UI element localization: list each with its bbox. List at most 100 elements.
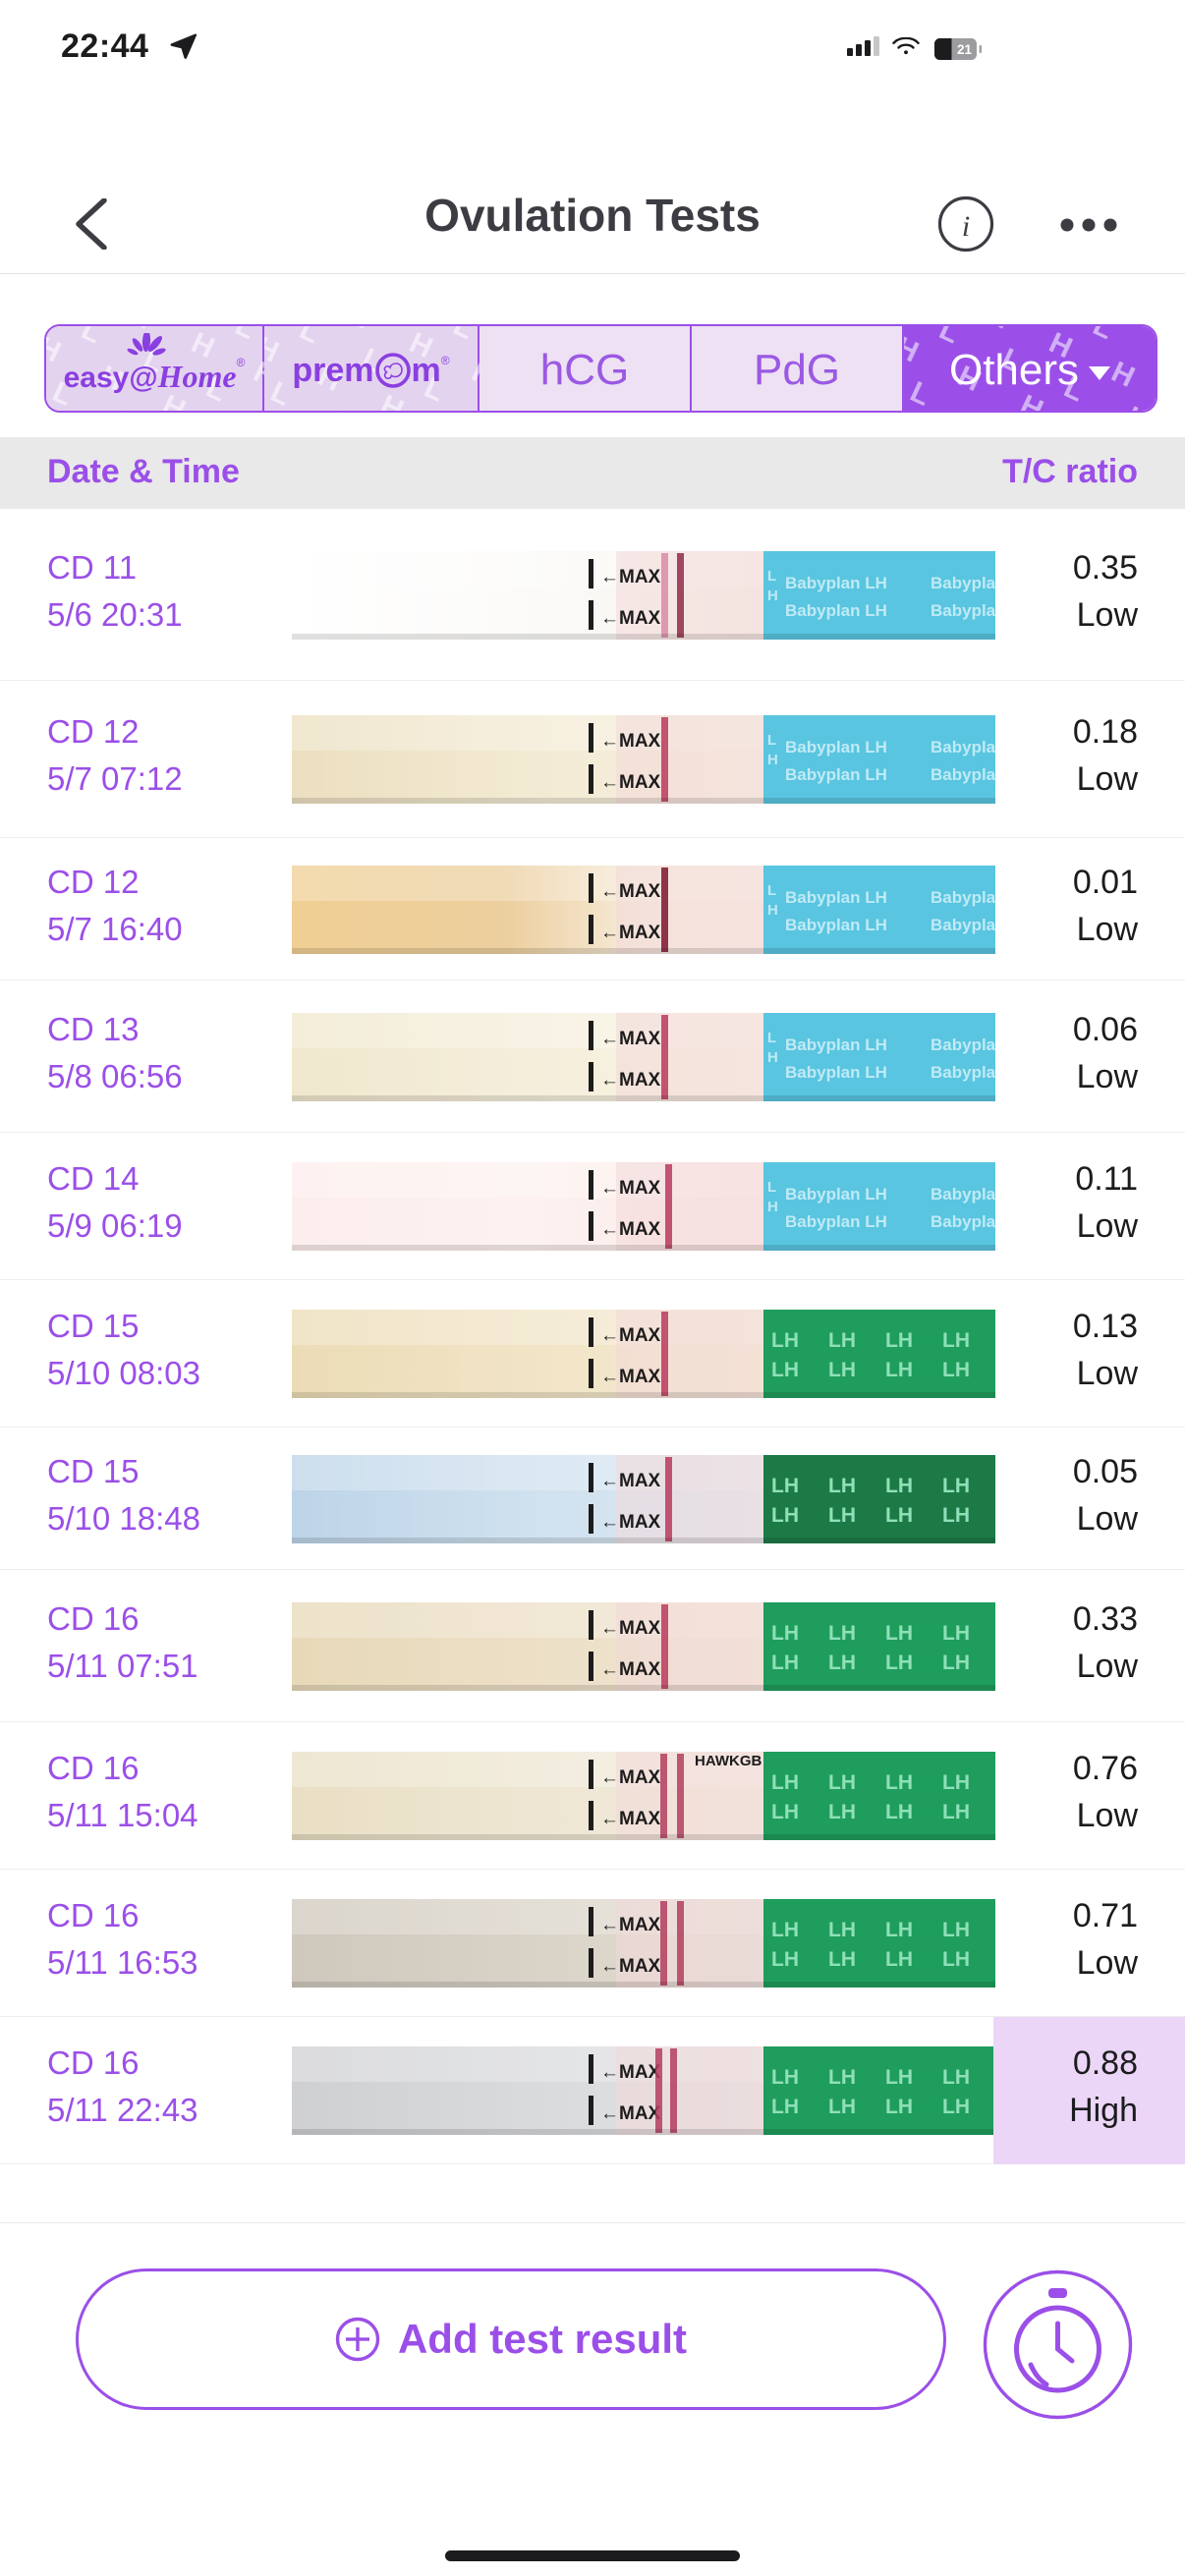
svg-text:←MAX: ←MAX [600, 881, 661, 902]
svg-text:LH: LH [771, 1919, 799, 1941]
svg-text:←MAX: ←MAX [600, 1809, 661, 1829]
svg-text:HAWKGB: HAWKGB [695, 1753, 762, 1769]
svg-text:LH: LH [828, 1919, 856, 1941]
svg-text:LH: LH [828, 1504, 856, 1527]
svg-text:Babyplan LH: Babyplan LH [931, 601, 995, 620]
svg-text:LH: LH [771, 2096, 799, 2118]
svg-text:Babyplan LH: Babyplan LH [785, 738, 887, 756]
svg-text:LH: LH [771, 1652, 799, 1674]
svg-text:←MAX: ←MAX [600, 1325, 661, 1346]
svg-text:←MAX: ←MAX [600, 1512, 661, 1533]
svg-text:LH: LH [942, 1504, 970, 1527]
svg-text:LH: LH [828, 1475, 856, 1497]
svg-text:LH: LH [771, 1329, 799, 1352]
svg-text:←MAX: ←MAX [600, 2062, 661, 2083]
svg-text:←MAX: ←MAX [600, 772, 661, 793]
svg-text:←MAX: ←MAX [600, 923, 661, 943]
svg-text:LH: LH [942, 1359, 970, 1381]
svg-text:←MAX: ←MAX [600, 1070, 661, 1091]
svg-text:Babyplan LH: Babyplan LH [931, 1036, 995, 1054]
svg-text:L: L [767, 568, 776, 585]
svg-text:LH: LH [828, 1359, 856, 1381]
svg-text:LH: LH [942, 1948, 970, 1971]
svg-text:i: i [962, 210, 970, 243]
svg-text:Babyplan LH: Babyplan LH [785, 1036, 887, 1054]
svg-text:Babyplan LH: Babyplan LH [785, 916, 887, 934]
svg-text:Babyplan LH: Babyplan LH [931, 765, 995, 784]
svg-text:21: 21 [957, 42, 973, 57]
svg-text:Babyplan LH: Babyplan LH [931, 916, 995, 934]
svg-text:H: H [767, 588, 778, 604]
svg-text:Babyplan LH: Babyplan LH [785, 1063, 887, 1082]
svg-text:←MAX: ←MAX [600, 1178, 661, 1199]
svg-text:LH: LH [942, 1652, 970, 1674]
svg-text:Babyplan LH: Babyplan LH [785, 888, 887, 907]
svg-text:←MAX: ←MAX [600, 1618, 661, 1639]
svg-text:LH: LH [942, 1622, 970, 1645]
svg-text:←MAX: ←MAX [600, 1915, 661, 1935]
svg-text:LH: LH [942, 1771, 970, 1794]
svg-text:Babyplan LH: Babyplan LH [931, 574, 995, 592]
svg-text:LH: LH [771, 1622, 799, 1645]
svg-text:LH: LH [828, 1948, 856, 1971]
svg-text:H: H [767, 1049, 778, 1066]
svg-text:LH: LH [942, 2066, 970, 2089]
svg-text:LH: LH [771, 2066, 799, 2089]
svg-text:LH: LH [771, 1504, 799, 1527]
svg-text:←MAX: ←MAX [600, 608, 661, 629]
svg-text:LH: LH [828, 2096, 856, 2118]
svg-text:Babyplan LH: Babyplan LH [785, 601, 887, 620]
svg-text:Babyplan LH: Babyplan LH [931, 1063, 995, 1082]
svg-text:LH: LH [828, 1771, 856, 1794]
svg-text:LH: LH [942, 1475, 970, 1497]
svg-text:Babyplan LH: Babyplan LH [931, 1212, 995, 1231]
svg-text:LH: LH [942, 2096, 970, 2118]
svg-text:LH: LH [771, 1948, 799, 1971]
svg-text:LH: LH [828, 2066, 856, 2089]
svg-text:L: L [767, 882, 776, 899]
svg-text:LH: LH [885, 1329, 913, 1352]
svg-text:←MAX: ←MAX [600, 1367, 661, 1387]
svg-text:LH: LH [942, 1801, 970, 1823]
svg-text:Babyplan LH: Babyplan LH [785, 1185, 887, 1204]
svg-text:←MAX: ←MAX [600, 1219, 661, 1240]
svg-text:Babyplan LH: Babyplan LH [931, 738, 995, 756]
svg-text:LH: LH [942, 1919, 970, 1941]
svg-text:LH: LH [885, 1652, 913, 1674]
svg-text:←MAX: ←MAX [600, 1956, 661, 1977]
svg-text:LH: LH [885, 2096, 913, 2118]
svg-text:LH: LH [885, 1359, 913, 1381]
svg-text:←MAX: ←MAX [600, 731, 661, 752]
svg-text:LH: LH [885, 2066, 913, 2089]
svg-text:←MAX: ←MAX [600, 1659, 661, 1680]
svg-text:LH: LH [828, 1329, 856, 1352]
svg-text:H: H [767, 1199, 778, 1215]
svg-text:←MAX: ←MAX [600, 2103, 661, 2124]
svg-text:LH: LH [828, 1801, 856, 1823]
svg-text:LH: LH [771, 1771, 799, 1794]
svg-text:←MAX: ←MAX [600, 567, 661, 588]
svg-text:LH: LH [942, 1329, 970, 1352]
svg-text:←MAX: ←MAX [600, 1767, 661, 1788]
svg-text:LH: LH [885, 1504, 913, 1527]
svg-text:LH: LH [771, 1801, 799, 1823]
svg-text:LH: LH [885, 1771, 913, 1794]
svg-text:LH: LH [828, 1622, 856, 1645]
svg-text:H: H [767, 752, 778, 768]
svg-text:LH: LH [828, 1652, 856, 1674]
svg-text:Babyplan LH: Babyplan LH [931, 888, 995, 907]
svg-text:L: L [767, 732, 776, 749]
svg-text:LH: LH [885, 1948, 913, 1971]
svg-text:LH: LH [885, 1475, 913, 1497]
svg-text:LH: LH [885, 1801, 913, 1823]
svg-text:Babyplan LH: Babyplan LH [785, 574, 887, 592]
svg-text:Babyplan LH: Babyplan LH [931, 1185, 995, 1204]
svg-text:L: L [767, 1030, 776, 1046]
svg-text:Babyplan LH: Babyplan LH [785, 765, 887, 784]
svg-text:L: L [767, 1179, 776, 1196]
svg-text:←MAX: ←MAX [600, 1029, 661, 1049]
svg-text:LH: LH [885, 1622, 913, 1645]
svg-text:LH: LH [771, 1359, 799, 1381]
svg-text:LH: LH [885, 1919, 913, 1941]
svg-text:H: H [767, 902, 778, 919]
